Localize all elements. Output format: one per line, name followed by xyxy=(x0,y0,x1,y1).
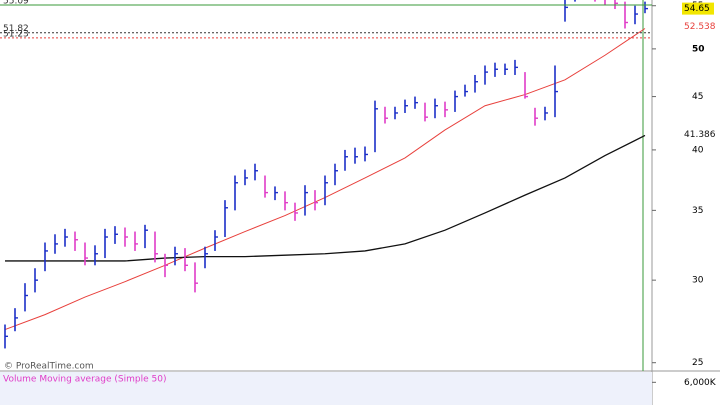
level-label: 51.82 xyxy=(3,24,29,34)
level-label: 55.09 xyxy=(3,0,29,6)
price-label: 52.538 xyxy=(684,22,716,32)
level-label: 51.23 xyxy=(3,29,29,39)
y-tick-label: 45 xyxy=(692,92,703,102)
price-label: 41.386 xyxy=(684,130,716,140)
price-label-box xyxy=(682,2,714,15)
volume-panel xyxy=(0,372,652,405)
moving-average xyxy=(5,134,646,262)
watermark: © ProRealTime.com xyxy=(4,362,94,372)
price-label-box xyxy=(682,20,714,33)
y-tick-label: 25 xyxy=(692,358,703,368)
price-label: 54.65 xyxy=(684,4,710,14)
y-tick-label: 40 xyxy=(692,145,704,155)
y-tick-label: 50 xyxy=(692,44,705,54)
price-label-box xyxy=(682,128,714,141)
y-tick-label: 30 xyxy=(692,276,704,286)
volume-label: Volume Moving average (Simple 50) xyxy=(3,375,166,385)
y-tick-label: 35 xyxy=(692,206,703,216)
volume-tick-label: 6,000K xyxy=(684,378,717,388)
